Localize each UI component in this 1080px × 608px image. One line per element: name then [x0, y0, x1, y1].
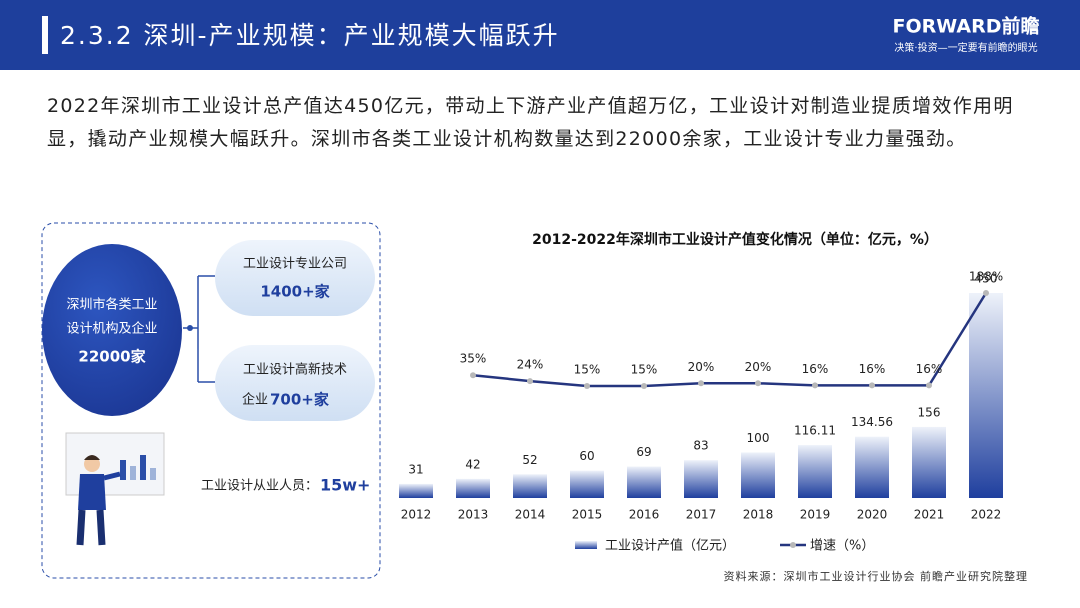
staff-value: 15w+ [320, 476, 370, 495]
bar [570, 470, 604, 498]
header-bar [0, 0, 1080, 70]
x-tick-label: 2014 [515, 508, 546, 522]
staff-label: 工业设计从业人员： [201, 479, 318, 494]
connector-dot [187, 325, 193, 331]
line-marker [527, 378, 533, 385]
box-label: 工业设计高新技术 [243, 362, 347, 378]
center-text: 深圳市各类工业 [66, 297, 157, 313]
line-label: 20% [688, 360, 715, 374]
box-label: 企业 [242, 392, 268, 408]
growth-line [472, 292, 988, 388]
bar-label: 156 [918, 405, 941, 419]
x-tick-label: 2018 [743, 508, 774, 522]
x-tick-label: 2022 [971, 508, 1002, 522]
paragraph: 2022年深圳市工业设计总产值达450亿元，带动上下游产业产值超万亿，工业设计对… [47, 95, 1014, 150]
legend-label: 增速（%） [810, 539, 874, 554]
line-label: 16% [916, 362, 943, 376]
center-text: 设计机构及企业 [66, 321, 157, 337]
line-marker [869, 382, 875, 389]
bar [513, 474, 547, 498]
legend-swatch [575, 541, 597, 549]
line-marker [755, 380, 761, 387]
bar-label: 450 [975, 272, 998, 286]
source: 资料来源：深圳市工业设计行业协会 前瞻产业研究院整理 [724, 569, 1029, 583]
line-marker [698, 380, 704, 387]
bar [741, 452, 775, 498]
bar [912, 426, 946, 498]
line-label: 24% [517, 358, 544, 372]
legend-swatch [790, 542, 796, 548]
bar-label: 100 [747, 431, 770, 445]
bar [798, 445, 832, 498]
x-tick-label: 2012 [401, 508, 432, 522]
line-label: 16% [859, 362, 886, 376]
box-value: 700+家 [270, 391, 329, 409]
box-label: 工业设计专业公司 [243, 257, 347, 272]
x-tick-label: 2019 [800, 508, 831, 522]
line-marker [983, 290, 989, 296]
line-marker [470, 372, 476, 379]
box-value: 1400+家 [260, 283, 329, 301]
line-marker [641, 382, 647, 389]
line-label: 15% [574, 362, 601, 376]
line-label: 15% [631, 362, 658, 376]
line-marker [584, 382, 590, 389]
line-label: 20% [745, 360, 772, 374]
chart-title: 2012-2022年深圳市工业设计产值变化情况（单位：亿元，%） [532, 231, 938, 248]
header-accent [42, 16, 48, 54]
bar-label: 134.56 [851, 415, 893, 429]
box [215, 345, 375, 421]
person-icon [65, 432, 165, 546]
logo: FORWARD前瞻 [893, 15, 1040, 38]
center-value: 22000家 [78, 348, 145, 366]
bar-label: 69 [636, 445, 651, 459]
header-title: 2.3.2 深圳-产业规模：产业规模大幅跃升 [60, 21, 560, 50]
line-label: 16% [802, 362, 829, 376]
x-tick-label: 2017 [686, 508, 717, 522]
bar [456, 478, 490, 498]
line-label: 35% [460, 352, 487, 366]
box [215, 240, 375, 316]
bar [627, 466, 661, 498]
bar-label: 42 [465, 457, 480, 471]
x-tick-label: 2013 [458, 508, 489, 522]
legend-label: 工业设计产值（亿元） [605, 538, 735, 554]
info-frame [41, 222, 381, 579]
bar-label: 60 [579, 449, 594, 463]
bar-label: 52 [522, 453, 537, 467]
bar [855, 436, 889, 498]
line-label: 188% [969, 270, 1003, 284]
x-tick-label: 2015 [572, 508, 603, 522]
bar [399, 483, 433, 498]
bar [684, 460, 718, 498]
center-ellipse [42, 244, 182, 416]
bar [969, 293, 1003, 498]
x-tick-label: 2021 [914, 508, 945, 522]
x-tick-label: 2020 [857, 508, 888, 522]
bar-label: 31 [408, 462, 423, 476]
slogan: 决策·投资—一定要有前瞻的眼光 [894, 41, 1037, 54]
bar-label: 116.11 [794, 424, 836, 438]
x-tick-label: 2016 [629, 508, 660, 522]
line-marker [812, 382, 818, 389]
chart: 2012 2013 2014 2015 2016 2017 2018 2019 2020 2021… [399, 270, 1003, 554]
line-marker [926, 382, 932, 389]
bar-label: 83 [693, 439, 708, 453]
